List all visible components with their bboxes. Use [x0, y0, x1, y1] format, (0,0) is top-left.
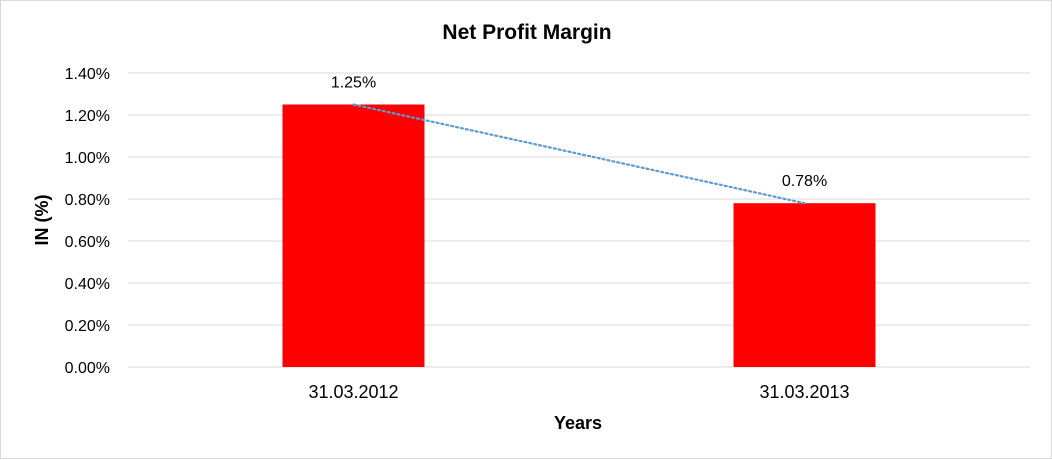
y-tick-label: 0.40%: [65, 276, 110, 293]
data-labels: 1.25% 0.78%: [331, 75, 827, 191]
gridlines: [128, 72, 1030, 368]
y-tick-label: 1.00%: [65, 150, 110, 167]
y-tick-label: 0.20%: [65, 318, 110, 335]
bar-2: [733, 203, 876, 367]
x-axis-categories: 31.03.2012 31.03.2013: [308, 382, 849, 402]
y-axis-title: IN (%): [32, 195, 52, 246]
x-category-label: 31.03.2013: [759, 382, 849, 402]
x-category-label: 31.03.2012: [308, 382, 398, 402]
data-label: 0.78%: [782, 173, 827, 190]
y-tick-label: 1.20%: [65, 108, 110, 125]
y-axis-ticks: 0.00% 0.20% 0.40% 0.60% 0.80% 1.00% 1.20% 1.40%: [65, 66, 110, 377]
y-tick-label: 0.00%: [65, 360, 110, 377]
chart-title: Net Profit Margin: [442, 21, 611, 44]
data-label: 1.25%: [331, 75, 376, 92]
trendline-layer: [352, 103, 806, 205]
y-tick-label: 0.60%: [65, 234, 110, 251]
y-tick-label: 0.80%: [65, 192, 110, 209]
trendline: [352, 103, 806, 205]
y-tick-label: 1.40%: [65, 66, 110, 83]
x-axis-title: Years: [554, 413, 602, 433]
bar-1: [282, 104, 425, 367]
bars: [282, 104, 876, 367]
